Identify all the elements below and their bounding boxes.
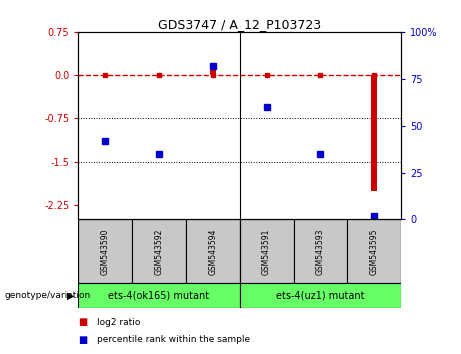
Text: ■: ■ [78,335,88,345]
Text: percentile rank within the sample: percentile rank within the sample [97,335,250,344]
Text: ■: ■ [78,317,88,327]
Bar [186,219,240,283]
Bar [240,219,294,283]
Text: GSM543593: GSM543593 [316,228,325,275]
Bar [240,283,401,308]
Bar [210,67,216,75]
Title: GDS3747 / A_12_P103723: GDS3747 / A_12_P103723 [158,18,321,31]
Text: GSM543591: GSM543591 [262,228,271,275]
Bar [78,219,132,283]
Bar [132,219,186,283]
Bar [372,75,377,190]
Text: ets-4(ok165) mutant: ets-4(ok165) mutant [108,291,210,301]
Bar [78,283,240,308]
Text: GSM543590: GSM543590 [101,228,110,275]
Text: ▶: ▶ [67,291,74,301]
Bar [294,219,347,283]
Text: log2 ratio: log2 ratio [97,318,140,327]
Text: GSM543595: GSM543595 [370,228,378,275]
Text: GSM543592: GSM543592 [154,228,164,275]
Text: genotype/variation: genotype/variation [5,291,91,300]
Bar [347,219,401,283]
Text: GSM543594: GSM543594 [208,228,217,275]
Text: ets-4(uz1) mutant: ets-4(uz1) mutant [276,291,365,301]
